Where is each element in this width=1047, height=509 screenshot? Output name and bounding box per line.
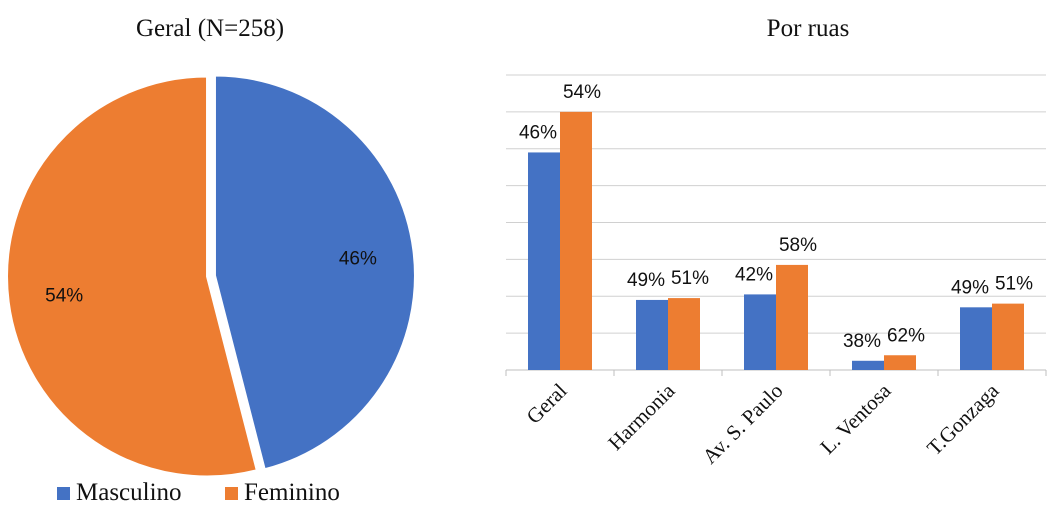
bar-category-labels: Geral Harmonia Av. S. Paulo L. Ventosa T.Gon… [522,378,1004,468]
bar-masculino [636,299,668,370]
pie-chart-title: Geral (N=258) [136,15,284,42]
bar-data-label: 58% [779,235,817,256]
bar-data-label: 38% [843,331,881,352]
bar-data-label: 49% [951,277,989,298]
category-label: Harmonia [603,378,680,455]
category-label: T.Gonzaga [922,378,1004,460]
bar-feminino [668,298,700,370]
bar-chart: Por ruas 46%54%49% 51% 42%58%38% 62%49% 51% … [505,15,1047,469]
legend-label-masculino: Masculino [76,479,182,506]
bar-masculino [960,307,992,370]
bar-data-label: 54% [563,82,601,103]
pie-chart: Geral (N=258) 46% 54% Masculino Feminino [6,15,416,506]
pie-label-feminino: 54% [45,286,83,307]
bar-chart-title: Por ruas [767,15,850,42]
pie-slices [6,74,416,478]
bar-series [528,111,1024,370]
bar-data-label: 46% [519,122,557,143]
pie-slice-feminino [6,75,258,478]
bar-masculino [528,152,560,370]
pie-data-labels: 46% 54% [45,248,377,306]
bar-data-label: 42% [735,264,773,285]
bar-data-label: 51% [671,268,709,289]
bar-masculino [744,294,776,370]
category-label: Av. S. Paulo [698,379,788,469]
pie-slice-masculino [213,74,416,471]
bar-data-label: 62% [887,325,925,346]
bar-data-label: 49% [627,270,665,291]
category-label: Geral [522,378,572,428]
legend-label-feminino: Feminino [244,479,340,506]
legend-swatch-feminino [225,487,238,500]
category-label: L. Ventosa [815,378,896,459]
bar-feminino [992,303,1024,370]
legend-swatch-masculino [57,487,70,500]
bar-masculino [852,360,884,370]
bar-data-label: 51% [995,274,1033,295]
pie-label-masculino: 46% [339,248,377,269]
bar-feminino [560,111,592,370]
bar-feminino [884,355,916,370]
pie-legend: Masculino Feminino [57,479,340,506]
bar-data-labels: 46% 54% 49% 51% 42% 58% 38% 62% 49% 51% [519,82,1033,352]
bar-feminino [776,264,808,370]
